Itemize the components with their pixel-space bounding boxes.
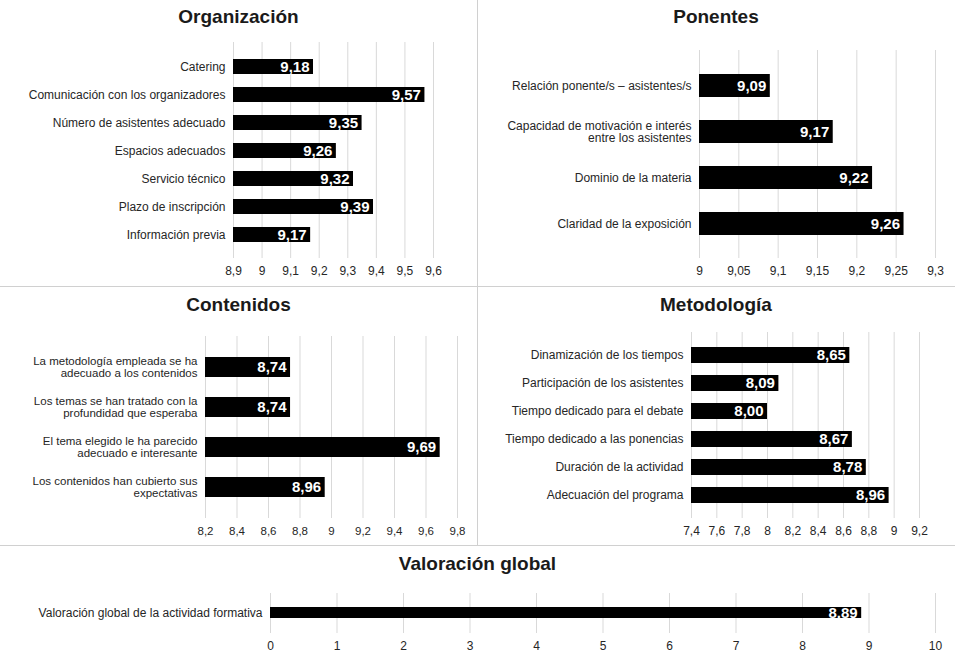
svg-text:9,2: 9,2 xyxy=(911,524,928,538)
svg-text:9: 9 xyxy=(328,525,334,537)
svg-text:Tiempo dedicado para el debate: Tiempo dedicado para el debate xyxy=(512,404,684,418)
svg-text:Adecuación del programa: Adecuación del programa xyxy=(547,488,684,502)
svg-text:8,8: 8,8 xyxy=(292,525,308,537)
svg-text:8,6: 8,6 xyxy=(261,525,277,537)
svg-text:8,6: 8,6 xyxy=(835,524,852,538)
svg-text:9,1: 9,1 xyxy=(770,264,787,278)
svg-text:9: 9 xyxy=(891,524,898,538)
svg-text:8,65: 8,65 xyxy=(817,346,846,363)
svg-text:Comunicación con los organizad: Comunicación con los organizadores xyxy=(29,88,226,102)
svg-text:9,39: 9,39 xyxy=(340,198,369,215)
svg-text:Catering: Catering xyxy=(180,60,225,74)
svg-text:7,8: 7,8 xyxy=(734,524,751,538)
svg-text:Servicio técnico: Servicio técnico xyxy=(141,172,225,186)
svg-text:Dominio de la materia: Dominio de la materia xyxy=(575,171,692,185)
svg-text:9,18: 9,18 xyxy=(280,58,309,75)
svg-text:9,05: 9,05 xyxy=(727,264,751,278)
svg-text:10: 10 xyxy=(929,639,943,653)
html-text:Organización: Organización xyxy=(178,6,299,27)
svg-text:9,4: 9,4 xyxy=(387,525,404,537)
svg-text:Dinamización de los tiempos: Dinamización de los tiempos xyxy=(531,348,684,362)
svg-text:8,00: 8,00 xyxy=(734,402,763,419)
html-text:Ponentes: Ponentes xyxy=(673,6,759,27)
svg-text:8,74: 8,74 xyxy=(257,358,287,375)
svg-text:7,6: 7,6 xyxy=(708,524,725,538)
svg-text:Número de asistentes adecuado: Número de asistentes adecuado xyxy=(53,116,226,130)
svg-text:9,26: 9,26 xyxy=(303,142,332,159)
svg-text:9,32: 9,32 xyxy=(320,170,349,187)
svg-text:Plazo de inscripción: Plazo de inscripción xyxy=(119,200,226,214)
svg-text:1: 1 xyxy=(334,639,341,653)
svg-text:6: 6 xyxy=(666,639,673,653)
svg-text:9,17: 9,17 xyxy=(800,123,829,140)
svg-text:9: 9 xyxy=(866,639,873,653)
svg-text:La metodología empleada se haa: La metodología empleada se haadecuado a … xyxy=(33,355,198,379)
svg-text:9,69: 9,69 xyxy=(407,438,436,455)
svg-text:9,26: 9,26 xyxy=(871,215,900,232)
svg-text:9: 9 xyxy=(259,264,266,278)
svg-text:Los temas se han tratado con l: Los temas se han tratado con laprofundid… xyxy=(34,395,198,419)
svg-text:3: 3 xyxy=(467,639,474,653)
svg-text:9,2: 9,2 xyxy=(311,264,328,278)
svg-text:9,6: 9,6 xyxy=(425,264,442,278)
svg-text:Los contenidos han cubierto su: Los contenidos han cubierto susexpectati… xyxy=(33,475,198,499)
svg-text:9,09: 9,09 xyxy=(737,77,766,94)
svg-text:9,15: 9,15 xyxy=(806,264,830,278)
svg-text:Claridad de la exposición: Claridad de la exposición xyxy=(557,217,691,231)
svg-text:8,9: 8,9 xyxy=(225,264,242,278)
svg-text:8,2: 8,2 xyxy=(784,524,801,538)
html-text:Metodología: Metodología xyxy=(660,294,772,315)
svg-text:9,25: 9,25 xyxy=(884,264,908,278)
svg-text:7: 7 xyxy=(733,639,740,653)
svg-text:8,67: 8,67 xyxy=(819,430,848,447)
svg-text:9,3: 9,3 xyxy=(339,264,356,278)
svg-text:9: 9 xyxy=(696,264,703,278)
svg-text:Valoración global de la activi: Valoración global de la actividad format… xyxy=(39,606,263,620)
svg-text:9,35: 9,35 xyxy=(329,114,358,131)
svg-text:Tiempo dedicado a las ponencia: Tiempo dedicado a las ponencias xyxy=(505,432,683,446)
svg-text:Información previa: Información previa xyxy=(127,228,226,242)
svg-text:7,4: 7,4 xyxy=(683,524,700,538)
svg-text:8: 8 xyxy=(764,524,771,538)
svg-text:8,89: 8,89 xyxy=(828,604,857,621)
svg-text:8,74: 8,74 xyxy=(257,398,287,415)
svg-text:Duración de la actividad: Duración de la actividad xyxy=(555,460,683,474)
html-text:Contenidos: Contenidos xyxy=(186,294,291,315)
svg-text:9,4: 9,4 xyxy=(368,264,385,278)
svg-text:9,5: 9,5 xyxy=(397,264,414,278)
svg-text:Espacios adecuados: Espacios adecuados xyxy=(115,144,226,158)
svg-text:9,57: 9,57 xyxy=(392,86,421,103)
svg-text:5: 5 xyxy=(600,639,607,653)
svg-text:Capacidad de motivación e inte: Capacidad de motivación e interésentre l… xyxy=(507,119,691,145)
svg-text:9,22: 9,22 xyxy=(839,169,868,186)
svg-text:Participación de los asistente: Participación de los asistentes xyxy=(522,376,683,390)
svg-text:9,17: 9,17 xyxy=(277,226,306,243)
svg-text:8: 8 xyxy=(799,639,806,653)
svg-text:Relación ponente/s – asistente: Relación ponente/s – asistentes/s xyxy=(512,79,691,93)
svg-text:9,1: 9,1 xyxy=(282,264,299,278)
svg-text:8,2: 8,2 xyxy=(198,525,214,537)
svg-text:8,96: 8,96 xyxy=(292,478,321,495)
svg-text:8,8: 8,8 xyxy=(860,524,877,538)
svg-text:8,96: 8,96 xyxy=(856,486,885,503)
svg-text:8,4: 8,4 xyxy=(229,525,246,537)
html-text:Valoración global: Valoración global xyxy=(398,553,557,574)
svg-text:9,6: 9,6 xyxy=(418,525,434,537)
svg-text:9,3: 9,3 xyxy=(927,264,944,278)
svg-text:0: 0 xyxy=(267,639,274,653)
svg-text:9,8: 9,8 xyxy=(450,525,466,537)
svg-text:8,09: 8,09 xyxy=(746,374,775,391)
svg-text:8,78: 8,78 xyxy=(833,458,862,475)
svg-text:8,4: 8,4 xyxy=(810,524,827,538)
svg-text:9,2: 9,2 xyxy=(355,525,371,537)
svg-text:El tema elegido le ha parecido: El tema elegido le ha parecidoadecuado e… xyxy=(43,435,198,459)
svg-text:2: 2 xyxy=(400,639,407,653)
svg-text:9,2: 9,2 xyxy=(848,264,865,278)
svg-text:4: 4 xyxy=(533,639,540,653)
